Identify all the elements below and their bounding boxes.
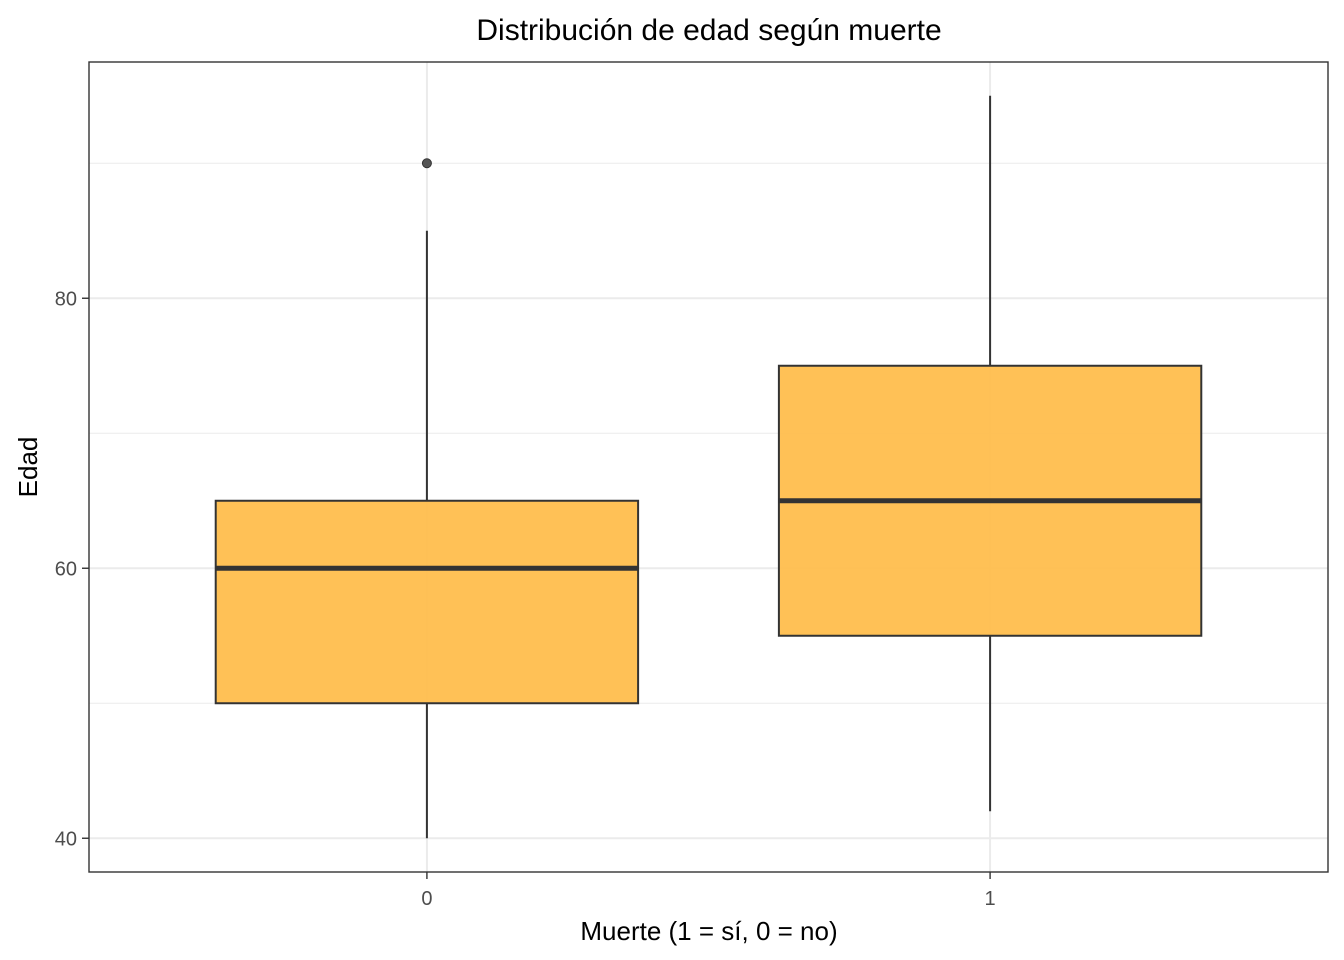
x-tick-label: 1 [985,888,996,910]
x-axis-title: Muerte (1 = sí, 0 = no) [580,916,837,946]
y-tick-label: 40 [55,828,77,850]
panel-border [88,61,1329,873]
y-tick-label: 80 [55,288,77,310]
outlier-point [421,158,432,169]
box-layer [214,95,1203,839]
y-axis-title: Edad [13,437,43,498]
y-tick-label: 60 [55,558,77,580]
box-iqr [214,499,640,705]
x-tick-label: 0 [421,888,432,910]
chart-title: Distribución de edad según muerte [476,14,941,47]
axis-layer: 40 60 80 0 1 [55,288,996,910]
